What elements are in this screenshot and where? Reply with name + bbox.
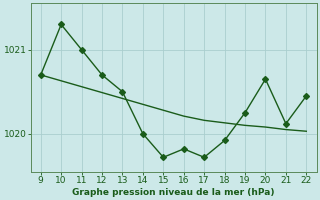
X-axis label: Graphe pression niveau de la mer (hPa): Graphe pression niveau de la mer (hPa) bbox=[72, 188, 275, 197]
